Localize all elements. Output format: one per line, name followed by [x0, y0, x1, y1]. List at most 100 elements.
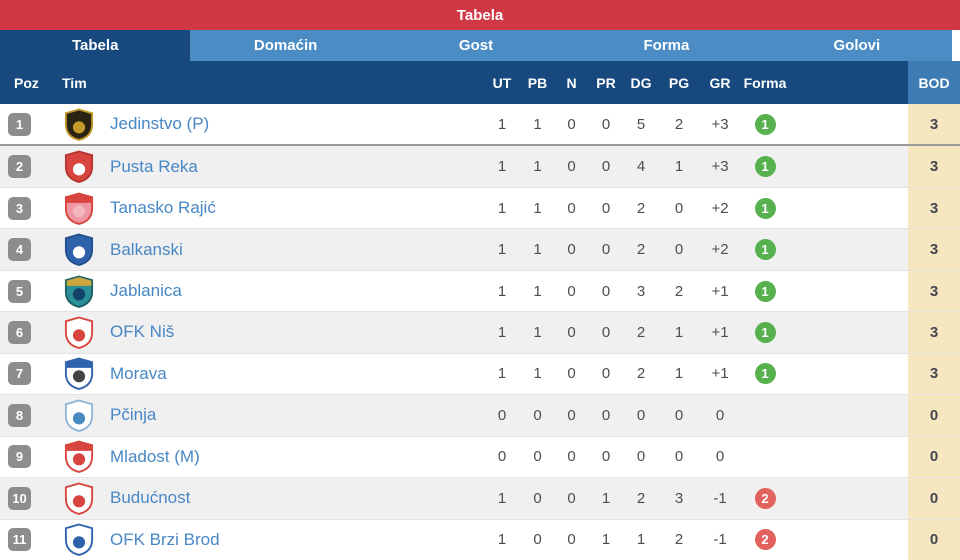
table-row[interactable]: 10 Budućnost 1 0 0 1 2 3 -1 2 0	[0, 477, 960, 519]
tab-bar: Tabela Domaćin Gost Forma Golovi	[0, 30, 960, 61]
form-badge: 1	[754, 113, 776, 135]
row-gap	[790, 146, 908, 186]
col-header-poz: Poz	[14, 74, 39, 91]
form-badge: 2	[754, 487, 776, 509]
tab-gost[interactable]: Gost	[380, 30, 572, 61]
team-name-link[interactable]: Budućnost	[110, 488, 191, 508]
table-row[interactable]: 9 Mladost (M) 0 0 0 0 0 0 0 0	[0, 435, 960, 478]
team-name-link[interactable]: Mladost (M)	[110, 446, 200, 466]
team-name-link[interactable]: Pusta Reka	[110, 156, 198, 176]
table-row[interactable]: 8 Pčinja 0 0 0 0 0 0 0 0	[0, 394, 960, 436]
col-header-bod: BOD	[908, 61, 960, 104]
stat-pg: 1	[674, 158, 684, 176]
team-name-link[interactable]: OFK Brzi Brod	[110, 529, 220, 549]
team-name-link[interactable]: Balkanski	[110, 239, 183, 259]
team-logo-cell	[52, 104, 106, 144]
points-cell: 0	[908, 395, 960, 436]
stat-dg: 2	[636, 241, 646, 259]
stat-pr: 0	[601, 241, 611, 259]
position-cell: 5	[0, 271, 52, 311]
form-cell	[740, 395, 790, 435]
tab-forma[interactable]: Forma	[571, 30, 762, 61]
stat-pr: 0	[601, 115, 611, 133]
col-header-pg: PG	[668, 74, 690, 91]
team-crest-icon	[64, 108, 94, 141]
team-name-link[interactable]: Tanasko Rajić	[110, 198, 216, 218]
stat-pr: 0	[601, 365, 611, 383]
stat-ut: 0	[497, 406, 507, 424]
team-crest-icon	[64, 440, 94, 474]
position-cell: 9	[0, 437, 52, 477]
stat-n: 0	[567, 448, 576, 466]
team-name-link[interactable]: Jedinstvo (P)	[110, 114, 210, 134]
team-logo-cell	[52, 520, 106, 560]
row-gap	[790, 229, 908, 269]
stat-pg: 1	[674, 365, 684, 383]
table-row[interactable]: 1 Jedinstvo (P) 1 1 0 0 5 2 +3 1 3	[0, 104, 960, 145]
stat-dg: 2	[636, 199, 646, 217]
points-cell: 3	[908, 312, 960, 353]
points-cell: 0	[908, 519, 960, 560]
stat-n: 0	[567, 158, 576, 176]
team-name-link[interactable]: Pčinja	[110, 405, 157, 425]
stat-pb: 1	[533, 323, 542, 341]
table-row[interactable]: 6 OFK Niš 1 1 0 0 2 1 +1 1 3	[0, 311, 960, 353]
team-name-link[interactable]: Jablanica	[110, 281, 182, 301]
col-header-spacer	[106, 61, 484, 104]
stat-n: 0	[567, 531, 576, 549]
team-logo-cell	[52, 271, 106, 311]
row-gap	[790, 520, 908, 560]
form-cell: 1	[740, 188, 790, 228]
stat-pb: 0	[533, 489, 542, 507]
position-cell: 3	[0, 188, 52, 228]
stat-ut: 1	[497, 241, 507, 259]
row-gap	[790, 104, 908, 144]
table-row[interactable]: 7 Morava 1 1 0 0 2 1 +1 1 3	[0, 352, 960, 395]
stat-gr: +2	[711, 199, 729, 217]
stat-gr: +3	[711, 115, 729, 133]
table-row[interactable]: 3 Tanasko Rajić 1 1 0 0 2 0 +2 1 3	[0, 186, 960, 229]
table-row[interactable]: 4 Balkanski 1 1 0 0 2 0 +2 1 3	[0, 228, 960, 270]
stat-pb: 1	[533, 282, 542, 300]
position-badge: 5	[8, 279, 31, 303]
stat-pb: 1	[533, 158, 542, 176]
col-header-tim: Tim	[62, 74, 87, 91]
stat-dg: 2	[636, 489, 646, 507]
widget-title: Tabela	[0, 0, 960, 30]
stat-pb: 0	[533, 448, 542, 466]
team-name-link[interactable]: OFK Niš	[110, 322, 175, 342]
tab-golovi[interactable]: Golovi	[761, 30, 953, 61]
stat-gr: 0	[715, 448, 725, 466]
table-row[interactable]: 11 OFK Brzi Brod 1 0 0 1 1 2 -1 2 0	[0, 518, 960, 560]
tab-domaćin[interactable]: Domaćin	[190, 30, 381, 61]
team-logo-cell	[52, 395, 106, 435]
form-badge: 1	[754, 239, 776, 261]
team-logo-cell	[52, 146, 106, 186]
form-cell: 2	[740, 520, 790, 560]
form-badge: 2	[754, 529, 776, 551]
team-crest-icon	[64, 192, 94, 225]
stat-ut: 1	[497, 365, 507, 383]
stat-n: 0	[567, 199, 576, 217]
position-cell: 7	[0, 354, 52, 394]
stat-pr: 0	[601, 199, 611, 217]
position-badge: 1	[8, 112, 31, 136]
stat-pb: 1	[533, 241, 542, 259]
points-cell: 3	[908, 187, 960, 229]
tab-overflow-sliver	[952, 30, 960, 61]
tab-tabela[interactable]: Tabela	[0, 30, 191, 61]
team-name-link[interactable]: Morava	[110, 363, 167, 383]
position-badge: 7	[8, 362, 31, 386]
team-logo-cell	[52, 478, 106, 518]
team-logo-cell	[52, 354, 106, 394]
form-cell: 1	[740, 312, 790, 352]
stat-pg: 1	[674, 323, 684, 341]
stat-n: 0	[567, 115, 576, 133]
col-header-gr: GR	[709, 74, 731, 91]
form-cell: 1	[740, 104, 790, 144]
position-cell: 11	[0, 520, 52, 560]
table-row[interactable]: 5 Jablanica 1 1 0 0 3 2 +1 1 3	[0, 269, 960, 312]
stat-n: 0	[567, 365, 576, 383]
table-row[interactable]: 2 Pusta Reka 1 1 0 0 4 1 +3 1 3	[0, 144, 960, 187]
stat-pr: 1	[601, 489, 611, 507]
